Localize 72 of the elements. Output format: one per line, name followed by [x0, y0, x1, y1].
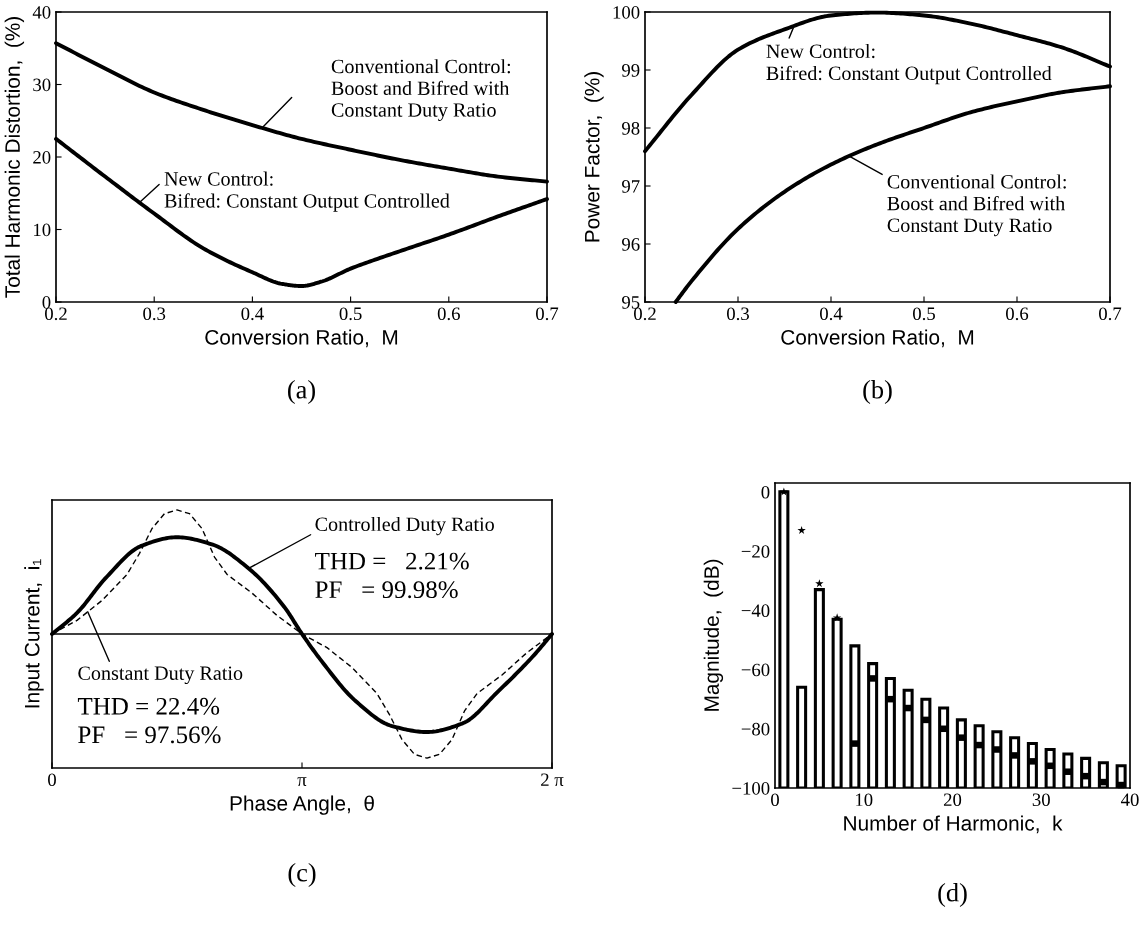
x-tick-label: 0.4 — [820, 307, 843, 321]
y-tick-label: −60 — [741, 663, 770, 677]
x-tick-label: 0.2 — [45, 307, 67, 321]
annotation: PF = 99.98% — [315, 581, 458, 599]
y-tick-label: 99 — [621, 64, 640, 77]
point — [1011, 752, 1018, 759]
text: Constant Duty Ratio — [78, 666, 243, 685]
y-tick-label: 0 — [761, 485, 770, 499]
x-tick-label: 0.5 — [339, 307, 362, 321]
point — [958, 734, 965, 741]
x-tick-label: 0 — [771, 793, 779, 807]
legend-label: New Control: Bifred: Constant Output Controlled — [164, 171, 450, 212]
y-axis-title: Total Harmonic Distortion, (%) — [4, 17, 25, 298]
x-tick-label: 30 — [1032, 793, 1050, 807]
point — [940, 725, 947, 733]
y-tick-label: 96 — [621, 238, 640, 251]
text: Controlled Duty Ratio — [315, 516, 494, 536]
y-tick-label: 10 — [34, 223, 51, 237]
y-tick-label: 95 — [621, 296, 640, 309]
x-tick-label: 0.3 — [727, 307, 749, 321]
point — [1029, 758, 1036, 765]
y-axis-title: Power Factor, (%) — [584, 72, 604, 242]
annotation: THD = 22.4% — [77, 697, 220, 715]
y-axis-title: Magnitude, (dB) — [703, 559, 724, 711]
x-tick-label: 10 — [856, 793, 873, 807]
x-tick-label: 0.6 — [1006, 307, 1029, 321]
x-tick-label: 0.7 — [1099, 307, 1122, 321]
x-tick-label: 0.6 — [437, 307, 460, 321]
x-tick-label: 2 π — [541, 773, 564, 787]
y-tick-label: −40 — [741, 604, 770, 618]
point — [1100, 778, 1107, 786]
annotation: THD = 2.21% — [315, 552, 469, 570]
x-axis-title: Conversion Ratio, M — [781, 329, 974, 348]
series-label: Conventional Control: Boost and Bifred with Constant Duty Ratio — [887, 174, 1066, 237]
y-tick-label: 30 — [33, 78, 51, 92]
point — [779, 487, 789, 496]
x-tick-label: 0.4 — [241, 307, 264, 321]
series-label: Conventional Control: Boost and Bifred with Constant Duty Ratio — [331, 59, 511, 121]
y-tick-label: 97 — [621, 180, 640, 193]
y-tick-label: 0 — [42, 296, 51, 309]
point — [851, 740, 859, 747]
text: (c) — [288, 863, 316, 887]
point — [887, 695, 894, 703]
point — [1064, 768, 1072, 775]
y-axis-title: Input Current, i₁ — [24, 559, 44, 708]
y-tick-label: −80 — [741, 722, 770, 736]
x-axis-title: Phase Angle, θ — [230, 795, 374, 815]
y-tick-label: −20 — [741, 545, 770, 558]
text: (a) — [288, 380, 315, 404]
y-tick-label: −100 — [732, 782, 770, 795]
y-tick-label: 40 — [32, 6, 51, 19]
x-axis-title: Number of Harmonic, k — [844, 815, 1063, 834]
y-tick-label: 100 — [613, 6, 640, 19]
x-tick-label: 0.2 — [634, 307, 656, 321]
annotation: PF = 97.56% — [78, 726, 221, 744]
text: (b) — [863, 380, 892, 404]
x-tick-label: π — [297, 777, 307, 787]
x-tick-label: 0.5 — [913, 307, 935, 321]
point — [815, 579, 824, 588]
point — [993, 746, 1001, 753]
x-tick-label: 40 — [1120, 793, 1139, 807]
y-tick-label: 20 — [33, 151, 51, 164]
legend-label: New Control: Bifred: Constant Output Controlled — [766, 43, 1052, 85]
point — [797, 525, 806, 534]
point — [832, 613, 842, 622]
x-tick-label: 20 — [943, 793, 962, 807]
text: (d) — [938, 883, 967, 907]
x-axis-title: Conversion Ratio, M — [205, 329, 398, 348]
y-tick-label: 98 — [621, 122, 640, 135]
point — [869, 675, 876, 682]
x-tick-label: 0.7 — [536, 307, 559, 321]
x-tick-label: 0.3 — [143, 307, 166, 321]
